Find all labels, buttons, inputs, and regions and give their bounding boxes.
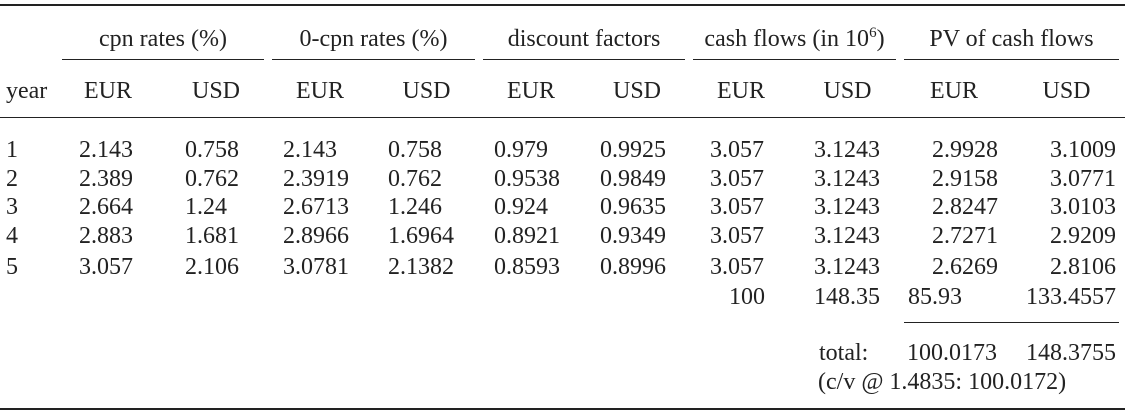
subheader-0cpn-usd: USD [402, 78, 451, 104]
subheader-cpn-usd: USD [191, 78, 240, 104]
group-rule-0cpn [272, 59, 475, 60]
table-cell: 3.0103 [1050, 194, 1116, 220]
table-cell: 0.758 [388, 137, 442, 163]
header-0cpn-rates: 0-cpn rates (%) [299, 26, 448, 52]
table-cell: 2.143 [79, 137, 133, 163]
subheader-0cpn-eur: EUR [296, 78, 344, 104]
table-cell: 2.6269 [932, 254, 998, 280]
table-cell: 0.762 [388, 166, 442, 192]
table-cell: 1.24 [185, 194, 227, 220]
table-cell: 2.7271 [932, 223, 998, 249]
subheader-cf-eur: EUR [717, 78, 765, 104]
table-cell: 0.924 [494, 194, 548, 220]
table-cell: 0.762 [185, 166, 239, 192]
table-cell: 2.3919 [283, 166, 349, 192]
table-cell: 1.681 [185, 223, 239, 249]
table-cell: 3.057 [710, 223, 764, 249]
table-cell: 0.979 [494, 137, 548, 163]
table-cell: 2.106 [185, 254, 239, 280]
principal-pv-eur: 85.93 [908, 284, 962, 310]
total-pv-eur: 100.0173 [907, 340, 997, 366]
table-cell: 3.1243 [814, 223, 880, 249]
header-cash-flows-exponent: 6 [869, 25, 877, 41]
subheader-pv-usd: USD [1042, 78, 1091, 104]
principal-cf-eur: 100 [729, 284, 765, 310]
header-cash-flows-text: cash flows (in 10 [704, 26, 870, 52]
table-cell: 3.1243 [814, 166, 880, 192]
table-cell: 3.1243 [814, 254, 880, 280]
principal-cf-usd: 148.35 [814, 284, 880, 310]
table-cell: 3.1243 [814, 137, 880, 163]
year-cell: 4 [6, 223, 18, 249]
table-cell: 0.9538 [494, 166, 560, 192]
header-cash-flows-close: ) [876, 26, 885, 52]
group-rule-df [483, 59, 685, 60]
subheader-df-eur: EUR [507, 78, 555, 104]
table-cell: 2.6713 [283, 194, 349, 220]
table-cell: 2.1382 [388, 254, 454, 280]
subheader-df-usd: USD [612, 78, 661, 104]
table-cell: 0.8921 [494, 223, 560, 249]
table-cell: 0.8996 [600, 254, 666, 280]
subheader-cpn-eur: EUR [84, 78, 132, 104]
pv-total-rule [904, 322, 1119, 323]
table-cell: 3.1009 [1050, 137, 1116, 163]
group-rule-cpn [62, 59, 264, 60]
subheader-pv-eur: EUR [930, 78, 978, 104]
table-cell: 3.057 [710, 166, 764, 192]
year-cell: 2 [6, 166, 18, 192]
table-cell: 2.9928 [932, 137, 998, 163]
table-cell: 3.057 [710, 254, 764, 280]
table-cell: 0.758 [185, 137, 239, 163]
table-cell: 0.9635 [600, 194, 666, 220]
table-cell: 2.8966 [283, 223, 349, 249]
table-cell: 0.9349 [600, 223, 666, 249]
table-cell: 1.6964 [388, 223, 454, 249]
group-rule-pv [904, 59, 1119, 60]
conversion-note: (c/v @ 1.4835: 100.0172) [818, 369, 1067, 395]
table-cell: 0.9849 [600, 166, 666, 192]
table-cell: 2.9158 [932, 166, 998, 192]
table-cell: 1.246 [388, 194, 442, 220]
table-cell: 2.8247 [932, 194, 998, 220]
header-pv-cash-flows: PV of cash flows [929, 26, 1094, 52]
bottom-rule [0, 408, 1125, 410]
header-year: year [6, 78, 48, 104]
table-cell: 2.9209 [1050, 223, 1116, 249]
table-cell: 2.883 [79, 223, 133, 249]
table-cell: 2.389 [79, 166, 133, 192]
header-rule [0, 117, 1125, 118]
year-cell: 5 [6, 254, 18, 280]
table-cell: 3.057 [79, 254, 133, 280]
header-discount-factors: discount factors [507, 26, 661, 52]
subheader-cf-usd: USD [823, 78, 872, 104]
table-cell: 3.0771 [1050, 166, 1116, 192]
table-cell: 3.057 [710, 194, 764, 220]
header-cpn-rates: cpn rates (%) [99, 26, 227, 52]
principal-pv-usd: 133.4557 [1026, 284, 1116, 310]
table-cell: 2.8106 [1050, 254, 1116, 280]
group-rule-cf [693, 59, 896, 60]
table-cell: 3.0781 [283, 254, 349, 280]
table-cell: 3.057 [710, 137, 764, 163]
table-cell: 0.8593 [494, 254, 560, 280]
table-cell: 2.664 [79, 194, 133, 220]
total-label: total: [819, 340, 869, 366]
table-cell: 2.143 [283, 137, 337, 163]
year-cell: 1 [6, 137, 18, 163]
top-rule [0, 4, 1125, 6]
total-pv-usd: 148.3755 [1026, 340, 1116, 366]
table-cell: 0.9925 [600, 137, 666, 163]
table-cell: 3.1243 [814, 194, 880, 220]
header-cash-flows: cash flows (in 106) [693, 25, 896, 53]
year-cell: 3 [6, 194, 18, 220]
